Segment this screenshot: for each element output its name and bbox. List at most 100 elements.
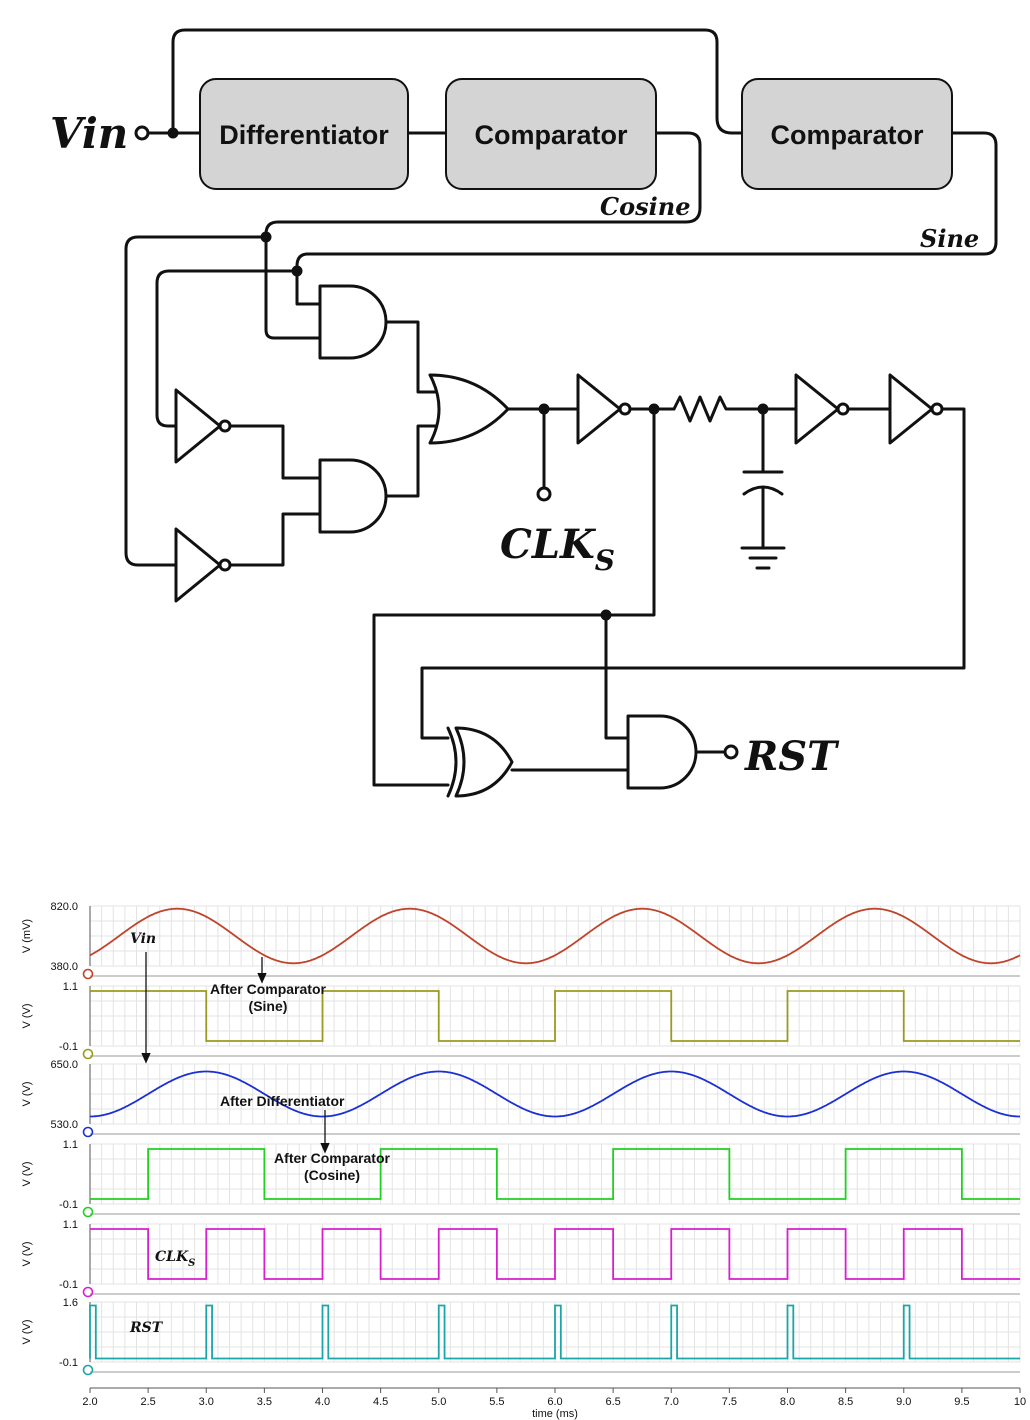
y-tick-min: 530.0 xyxy=(50,1119,78,1131)
and-gate-mid xyxy=(318,458,388,534)
resistor xyxy=(672,395,798,423)
annotation-clk: CLKS xyxy=(155,1249,195,1269)
x-tick-label: 5.5 xyxy=(489,1396,504,1408)
and-gate-top xyxy=(318,284,388,360)
x-tick-label: 8.0 xyxy=(780,1396,795,1408)
cosine-label: Cosine xyxy=(600,192,690,221)
trace-sine xyxy=(90,990,1020,1042)
panel-grid xyxy=(89,1143,1021,1205)
y-tick-min: -0.1 xyxy=(59,1041,78,1053)
panel-grid xyxy=(89,1063,1021,1125)
vin-terminal xyxy=(134,125,150,141)
trace-clks xyxy=(90,1228,1020,1280)
x-tick-label: 7.0 xyxy=(664,1396,679,1408)
x-tick-label: 6.0 xyxy=(547,1396,562,1408)
y-axis-label: V (V) xyxy=(21,1161,33,1186)
x-tick-label: 9.0 xyxy=(896,1396,911,1408)
annotation-comp-sine-1: After Comparator xyxy=(210,981,326,997)
x-tick-label: 4.5 xyxy=(373,1396,388,1408)
y-tick-min: -0.1 xyxy=(59,1357,78,1369)
x-tick-label: 10 xyxy=(1014,1396,1026,1408)
y-tick-max: 1.1 xyxy=(63,1139,78,1151)
series-marker xyxy=(82,1126,94,1138)
panel-cosine: 1.1 -0.1 V (V) xyxy=(21,1139,1021,1218)
panel-rst: 1.6 -0.1 V (V) xyxy=(21,1297,1021,1376)
series-marker xyxy=(82,1048,94,1060)
trace-diff xyxy=(90,1070,1020,1118)
y-tick-max: 1.1 xyxy=(63,981,78,993)
x-tick-label: 2.0 xyxy=(82,1396,97,1408)
wire-inv-lower-and xyxy=(228,512,322,567)
xor-gate xyxy=(446,726,514,798)
y-tick-min: -0.1 xyxy=(59,1279,78,1291)
y-tick-max: 1.1 xyxy=(63,1219,78,1231)
inverter-3 xyxy=(576,373,622,445)
y-tick-max: 1.6 xyxy=(63,1297,78,1309)
waveform-chart: 820.0 380.0 V (mV) 1.1 -0.1 V (V) 650.0 530.0 V … xyxy=(21,901,1026,1420)
panel-sine: 1.1 -0.1 V (V) xyxy=(21,981,1021,1060)
series-marker xyxy=(82,1364,94,1376)
x-tick-label: 9.5 xyxy=(954,1396,969,1408)
annotation-comp-cos-1: After Comparator xyxy=(274,1150,390,1166)
y-tick-min: 380.0 xyxy=(50,961,78,973)
comparator-cosine-block: Comparator xyxy=(445,78,657,190)
y-axis-label: V (V) xyxy=(21,1319,33,1344)
panel-grid xyxy=(89,905,1021,967)
trace-cosine xyxy=(90,1148,1020,1200)
wire-and-mid-or xyxy=(384,424,438,498)
logic-schematic: Differentiator Comparator Comparator Vin… xyxy=(50,28,998,798)
x-tick-label: 2.5 xyxy=(140,1396,155,1408)
y-tick-min: -0.1 xyxy=(59,1199,78,1211)
inverter-4 xyxy=(794,373,840,445)
panel-diff: 650.0 530.0 V (V) xyxy=(21,1059,1021,1138)
wire-sine xyxy=(295,131,998,306)
comparator-cosine-label: Comparator xyxy=(474,120,628,150)
annotation-comp-sine-2: (Sine) xyxy=(249,998,288,1014)
annotation-diff: After Differentiator xyxy=(220,1093,345,1109)
trace-rst xyxy=(89,1304,1020,1360)
x-tick-label: 5.0 xyxy=(431,1396,446,1408)
clk-label: CLKS xyxy=(500,521,615,577)
differentiator-label: Differentiator xyxy=(219,120,389,150)
annotation-vin: Vin xyxy=(130,931,156,947)
panel-grid xyxy=(89,1301,1021,1363)
capacitor xyxy=(740,407,786,570)
wire-cosine xyxy=(264,131,702,340)
x-tick-label: 3.5 xyxy=(257,1396,272,1408)
wire-inv3-down xyxy=(372,407,656,787)
wire-sine-branch xyxy=(155,269,299,428)
annotation-rst: RST xyxy=(129,1320,164,1336)
wire-cosine-branch xyxy=(124,235,268,567)
panel-vin: 820.0 380.0 V (mV) xyxy=(21,901,1021,980)
series-marker xyxy=(82,1206,94,1218)
wire-and-top-or xyxy=(384,320,438,394)
y-axis-label: V (V) xyxy=(21,1003,33,1028)
wire-inv-upper-and xyxy=(228,424,322,480)
x-tick-label: 8.5 xyxy=(838,1396,853,1408)
y-axis-label: V (V) xyxy=(21,1241,33,1266)
comparator-sine-label: Comparator xyxy=(770,120,924,150)
y-axis-label: V (mV) xyxy=(21,919,33,953)
rst-terminal xyxy=(723,744,739,760)
wire-delayed-feedback xyxy=(420,407,966,740)
comparator-sine-block: Comparator xyxy=(741,78,953,190)
x-tick-label: 6.5 xyxy=(605,1396,620,1408)
y-tick-max: 650.0 xyxy=(50,1059,78,1071)
clk-terminal xyxy=(536,486,552,502)
x-tick-label: 7.5 xyxy=(722,1396,737,1408)
rst-label: RST xyxy=(744,733,840,780)
y-axis-label: V (V) xyxy=(21,1081,33,1106)
inverter-5 xyxy=(888,373,934,445)
series-marker xyxy=(82,1286,94,1298)
panel-clks: 1.1 -0.1 V (V) xyxy=(21,1219,1021,1298)
y-tick-max: 820.0 xyxy=(50,901,78,913)
differentiator-block: Differentiator xyxy=(199,78,409,190)
wire-top-loop xyxy=(171,28,744,135)
wire-feedback-and xyxy=(604,613,630,740)
or-gate xyxy=(428,373,510,445)
sine-label: Sine xyxy=(920,224,979,253)
vin-label: Vin xyxy=(50,109,128,158)
inverter-upper xyxy=(174,388,222,464)
annotation-comp-cos-2: (Cosine) xyxy=(304,1167,360,1183)
x-axis-label: time (ms) xyxy=(532,1408,578,1420)
